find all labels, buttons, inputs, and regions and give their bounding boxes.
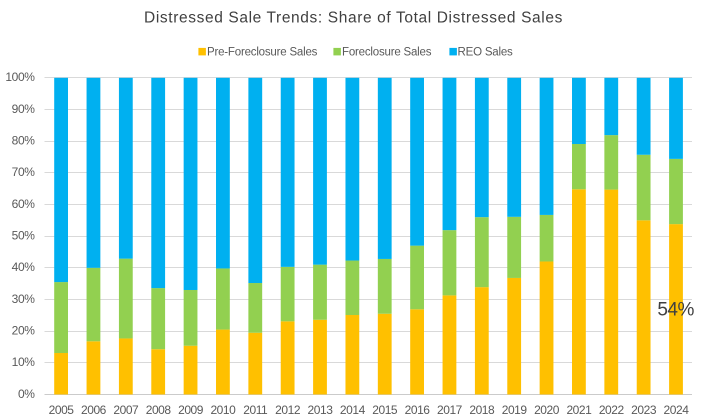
svg-text:2019: 2019 [502, 403, 528, 417]
svg-text:2024: 2024 [664, 403, 690, 417]
svg-text:54%: 54% [657, 300, 694, 321]
svg-text:2020: 2020 [534, 403, 560, 417]
svg-text:2016: 2016 [405, 403, 431, 417]
svg-text:2012: 2012 [275, 403, 301, 417]
svg-text:40%: 40% [12, 260, 36, 274]
svg-text:REO Sales: REO Sales [458, 47, 514, 59]
svg-text:90%: 90% [12, 102, 36, 116]
svg-text:30%: 30% [12, 292, 36, 306]
svg-text:2008: 2008 [146, 403, 172, 417]
svg-text:2014: 2014 [340, 403, 366, 417]
svg-text:Pre-Foreclosure Sales: Pre-Foreclosure Sales [207, 47, 318, 59]
svg-text:100%: 100% [5, 70, 35, 84]
svg-text:2011: 2011 [243, 403, 268, 417]
svg-text:10%: 10% [12, 355, 36, 369]
svg-text:0%: 0% [18, 387, 35, 401]
svg-text:2006: 2006 [81, 403, 107, 417]
svg-text:50%: 50% [12, 228, 36, 242]
svg-text:2007: 2007 [113, 403, 139, 417]
svg-text:2021: 2021 [566, 403, 592, 417]
svg-text:2009: 2009 [178, 403, 204, 417]
svg-text:2013: 2013 [308, 403, 334, 417]
svg-text:2010: 2010 [210, 403, 236, 417]
svg-text:20%: 20% [12, 323, 36, 337]
svg-text:70%: 70% [12, 165, 36, 179]
svg-text:2022: 2022 [599, 403, 625, 417]
svg-text:2015: 2015 [372, 403, 398, 417]
svg-text:2023: 2023 [631, 403, 657, 417]
svg-text:60%: 60% [12, 197, 36, 211]
svg-text:2017: 2017 [437, 403, 463, 417]
svg-text:Distressed Sale Trends: Share: Distressed Sale Trends: Share of Total D… [144, 10, 563, 27]
svg-text:80%: 80% [12, 133, 36, 147]
svg-text:Foreclosure Sales: Foreclosure Sales [342, 47, 432, 59]
svg-text:2018: 2018 [469, 403, 495, 417]
svg-text:2005: 2005 [49, 403, 75, 417]
